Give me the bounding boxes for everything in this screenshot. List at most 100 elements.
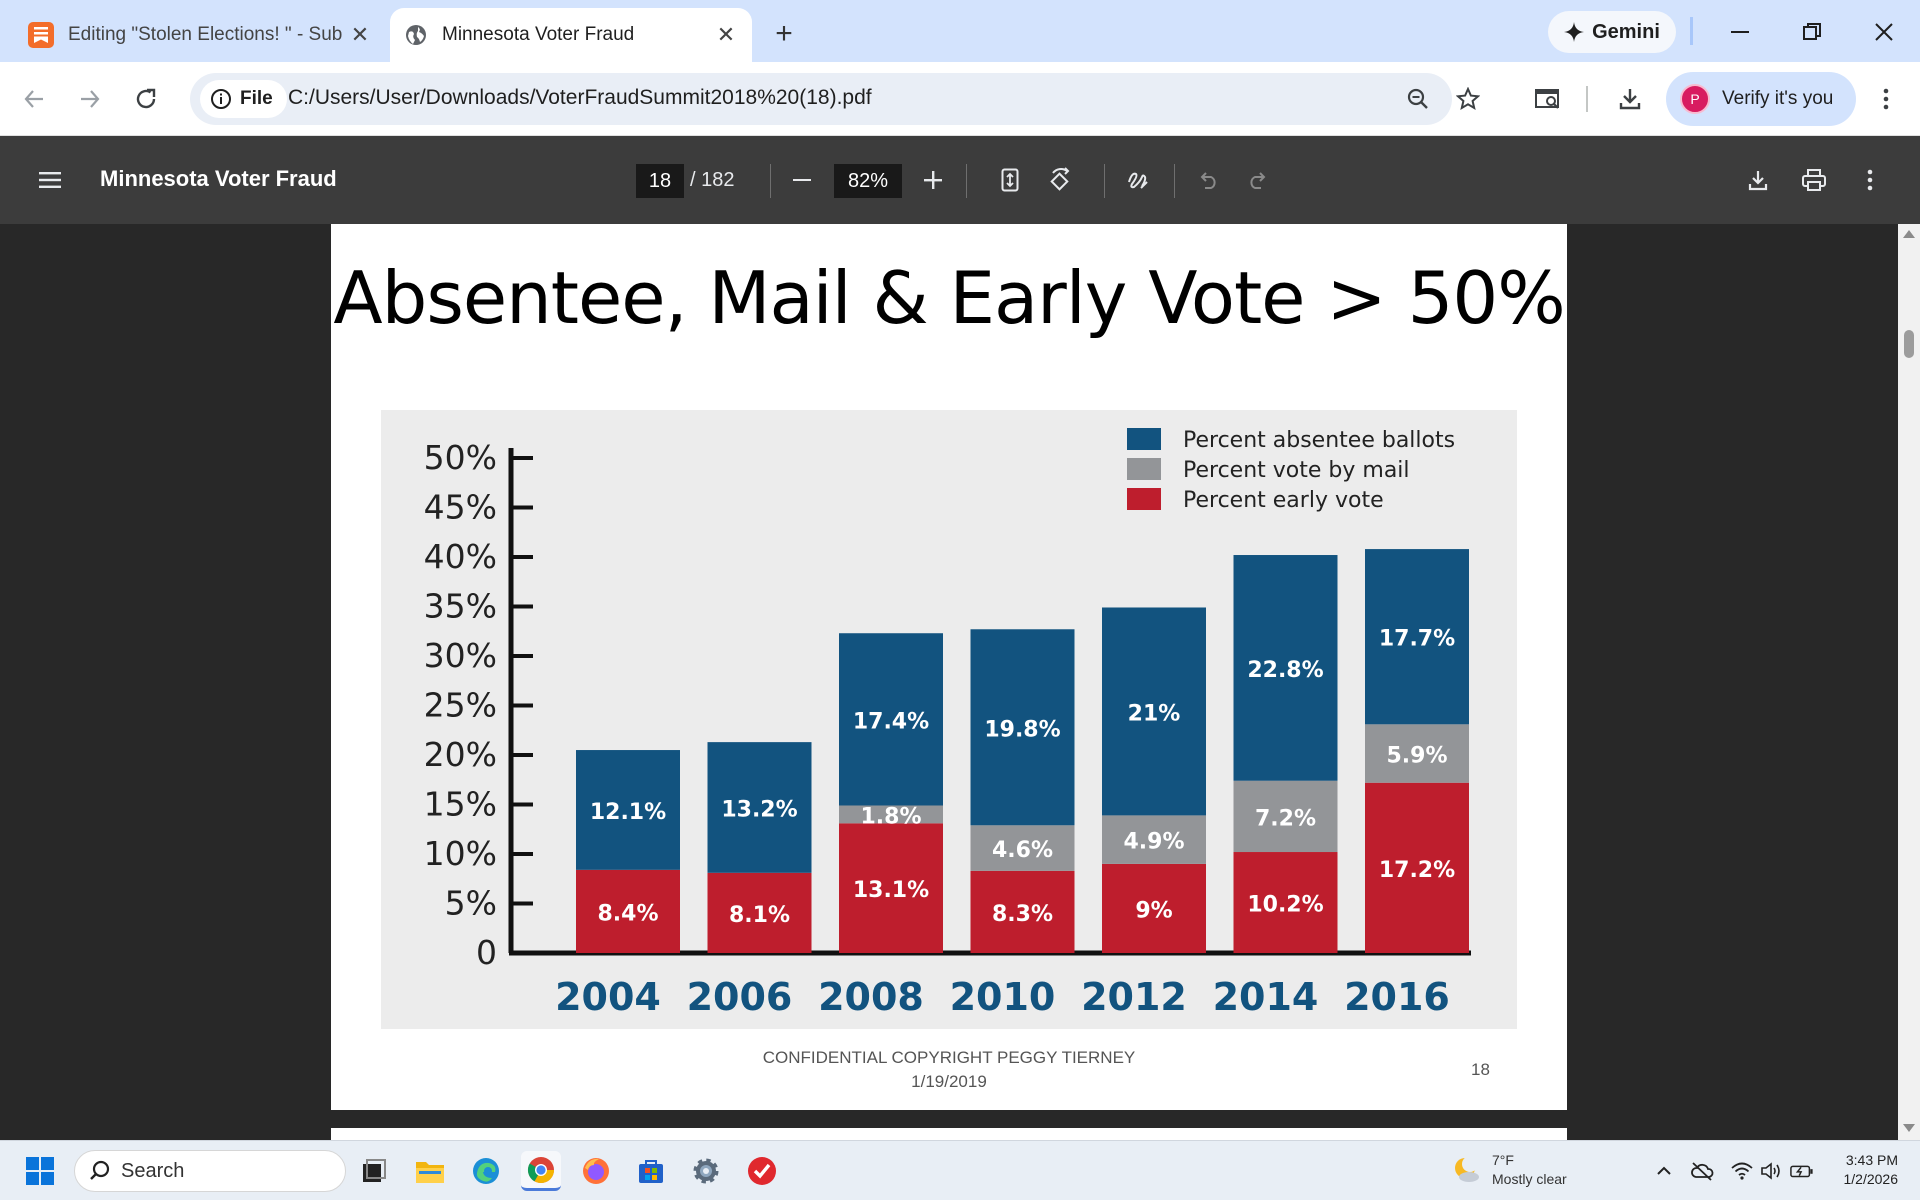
redo-button[interactable] <box>1240 162 1276 198</box>
bar-segment <box>707 872 812 953</box>
task-view-button[interactable] <box>354 1151 394 1191</box>
edge-button[interactable] <box>466 1151 506 1191</box>
page-number-input[interactable]: 18 <box>636 164 684 198</box>
pdf-download-button[interactable] <box>1740 162 1776 198</box>
legend-swatch <box>1127 488 1161 510</box>
print-button[interactable] <box>1796 162 1832 198</box>
chrome-menu-button[interactable] <box>1866 79 1906 119</box>
bar-segment <box>707 742 812 873</box>
x-tick-label: 2010 <box>950 975 1056 1019</box>
url-text[interactable]: C:/Users/User/Downloads/VoterFraudSummit… <box>288 86 872 109</box>
bar-segment <box>839 633 943 806</box>
downloads-button[interactable] <box>1610 79 1650 119</box>
store-button[interactable] <box>631 1151 671 1191</box>
divider <box>1174 164 1175 198</box>
download-icon <box>1619 89 1641 110</box>
bar-segment <box>1233 852 1338 953</box>
browser-toolbar: File C:/Users/User/Downloads/VoterFraudS… <box>0 62 1920 136</box>
back-button[interactable] <box>14 79 54 119</box>
y-tick-label: 45% <box>424 488 497 527</box>
data-label: 17.2% <box>1379 858 1455 883</box>
substack-icon <box>28 22 54 48</box>
zoom-out-button[interactable] <box>784 162 820 198</box>
address-bar[interactable]: File C:/Users/User/Downloads/VoterFraudS… <box>190 73 1480 125</box>
close-window-button[interactable] <box>1864 12 1904 52</box>
taskbar-search[interactable]: Search <box>74 1150 346 1192</box>
data-label: 1.8% <box>860 804 921 829</box>
scroll-up-arrow-icon[interactable] <box>1903 230 1915 238</box>
gemini-button[interactable]: Gemini <box>1548 11 1676 53</box>
bar-segment <box>839 823 943 953</box>
show-hidden-icons-button[interactable] <box>1652 1159 1676 1183</box>
legend-entry: Percent early vote <box>1183 488 1384 513</box>
data-label: 22.8% <box>1247 658 1323 683</box>
reload-button[interactable] <box>126 79 166 119</box>
fit-to-page-button[interactable] <box>992 162 1028 198</box>
forward-button[interactable] <box>70 79 110 119</box>
close-tab-icon[interactable]: ✕ <box>350 22 370 47</box>
search-tabs-button[interactable] <box>1528 79 1568 119</box>
legend-entry: Percent absentee ballots <box>1183 428 1455 453</box>
data-label: 9% <box>1135 898 1172 923</box>
pdf-viewport[interactable]: Absentee, Mail & Early Vote > 50% 0 5% 10%… <box>0 224 1920 1140</box>
bar-segment <box>1102 607 1206 816</box>
bar-segment <box>1365 782 1469 953</box>
hamburger-icon <box>39 172 61 188</box>
profile-verify-button[interactable]: P Verify it's you <box>1666 72 1856 126</box>
pdf-more-button[interactable] <box>1852 162 1888 198</box>
download-icon <box>1748 171 1768 191</box>
firefox-button[interactable] <box>576 1151 616 1191</box>
divider <box>1690 17 1693 45</box>
tab-editing-stolen-elections[interactable]: Editing "Stolen Elections! " - Sub ✕ <box>14 8 386 62</box>
y-tick-label: 5% <box>445 884 497 923</box>
undo-button[interactable] <box>1190 162 1226 198</box>
checkmark-icon <box>748 1157 776 1185</box>
minus-icon <box>793 179 811 181</box>
arrow-right-icon <box>81 90 100 108</box>
weather-widget[interactable]: 7°F Mostly clear <box>1452 1151 1567 1189</box>
volume-control[interactable] <box>1760 1159 1784 1183</box>
data-label: 13.2% <box>721 797 797 822</box>
gemini-label: Gemini <box>1592 20 1660 43</box>
annotate-button[interactable] <box>1120 162 1156 198</box>
footer-copyright: CONFIDENTIAL COPYRIGHT PEGGY TIERNEY <box>762 1048 1136 1067</box>
vertical-scrollbar[interactable] <box>1898 224 1920 1140</box>
scrollbar-thumb[interactable] <box>1904 330 1914 358</box>
zoom-icon-button[interactable] <box>1402 83 1434 115</box>
pdf-menu-button[interactable] <box>32 162 68 198</box>
site-info-chip[interactable]: File <box>200 80 287 118</box>
store-icon <box>639 1160 663 1183</box>
taskbar-clock[interactable]: 3:43 PM 1/2/2026 <box>1830 1151 1899 1189</box>
bookmark-button[interactable] <box>1452 83 1484 115</box>
data-label: 21% <box>1128 701 1181 726</box>
new-tab-button[interactable]: + <box>775 17 793 50</box>
close-tab-icon[interactable]: ✕ <box>716 22 736 47</box>
wifi-status[interactable] <box>1730 1159 1754 1183</box>
zoom-in-button[interactable] <box>915 162 951 198</box>
tab-search-icon <box>1535 89 1559 109</box>
undo-icon <box>1200 172 1216 189</box>
legend-entry: Percent vote by mail <box>1183 458 1410 483</box>
todo-app-button[interactable] <box>742 1151 782 1191</box>
clock-date: 1/2/2026 <box>1843 1171 1899 1187</box>
fit-page-icon <box>1001 168 1019 192</box>
divider <box>1104 164 1105 198</box>
y-tick-label: 30% <box>424 636 497 675</box>
zoom-level-input[interactable]: 82% <box>834 164 902 198</box>
bar-segment <box>1233 555 1338 781</box>
rotate-button[interactable] <box>1042 162 1078 198</box>
y-tick-label: 10% <box>424 834 497 873</box>
windows-icon <box>26 1157 54 1185</box>
tab-minnesota-voter-fraud[interactable]: Minnesota Voter Fraud ✕ <box>390 8 752 62</box>
chrome-taskbar-button[interactable] <box>521 1151 561 1191</box>
start-button[interactable] <box>20 1151 60 1191</box>
settings-button[interactable] <box>686 1151 726 1191</box>
scroll-down-arrow-icon[interactable] <box>1903 1124 1915 1132</box>
restore-button[interactable] <box>1792 12 1832 52</box>
printer-icon <box>1802 169 1826 191</box>
minimize-button[interactable] <box>1720 12 1760 52</box>
speaker-icon <box>1761 1162 1780 1180</box>
file-explorer-button[interactable] <box>410 1151 450 1191</box>
battery-status[interactable] <box>1790 1159 1814 1183</box>
cloud-sync-status[interactable] <box>1690 1159 1714 1183</box>
